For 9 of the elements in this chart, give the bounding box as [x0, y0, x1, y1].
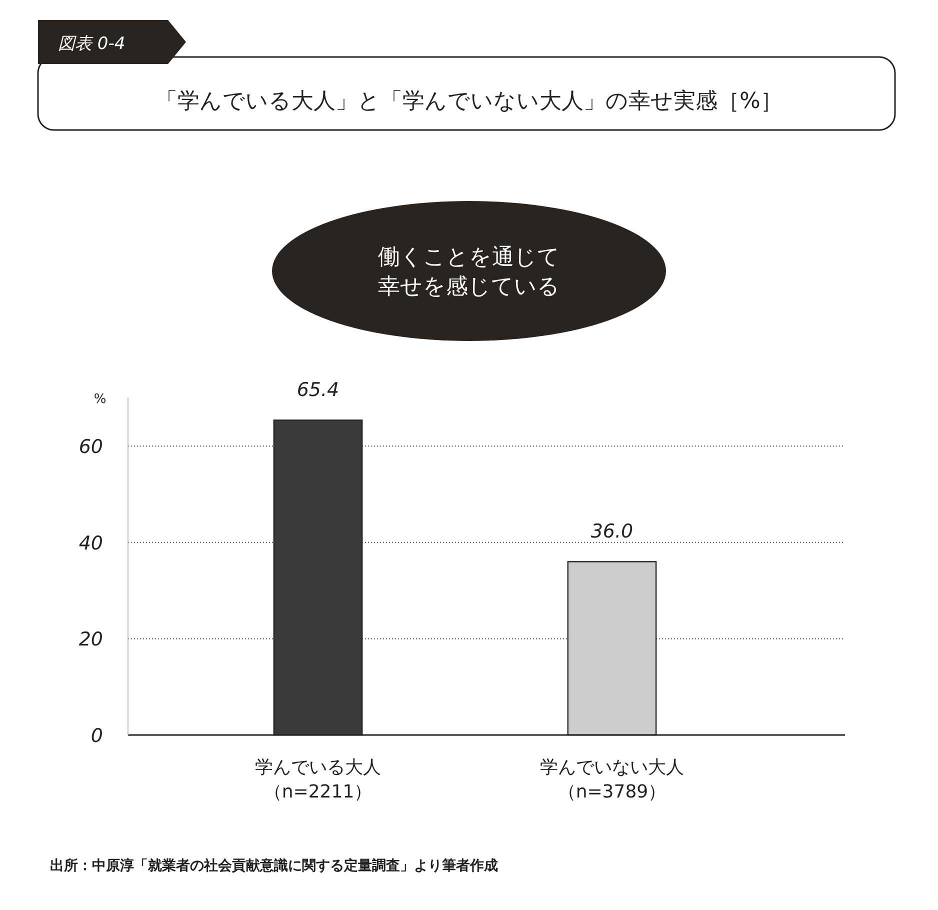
title: 「学んでいる大人」と「学んでいない大人」の幸せ実感［%］ [156, 89, 782, 114]
ytick: 0 [90, 725, 103, 747]
ylabel: % [94, 392, 106, 407]
ytick: 20 [78, 628, 103, 651]
ytick: 60 [78, 436, 103, 458]
annotation: 出所：中原淳「就業者の社会貢献意識に関する定量調査」より筆者作成 [50, 858, 498, 874]
ytick: 40 [78, 532, 103, 554]
annotation: 図表 0-4 [58, 34, 126, 54]
subtitle: 働くことを通じて幸せを感じている [378, 245, 560, 300]
